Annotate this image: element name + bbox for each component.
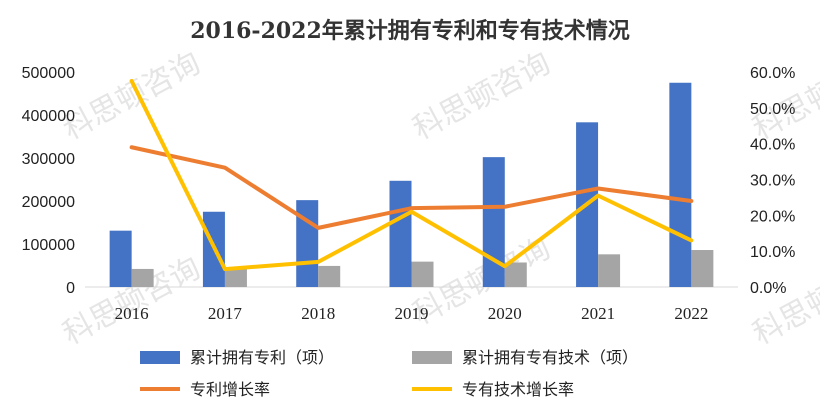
legend-label: 累计拥有专利（项） — [190, 348, 334, 367]
legend-swatch — [412, 351, 452, 364]
watermark-text: 科思顿咨询 — [407, 46, 556, 147]
y-right-tick-label: 30.0% — [750, 173, 795, 190]
legend-swatch — [140, 351, 180, 364]
y-left-tick-label: 200000 — [22, 194, 75, 211]
y-left-tick-label: 100000 — [22, 237, 75, 254]
y-axis-right: 0.0% 10.0% 20.0% 30.0% 40.0% 50.0% 60.0% — [750, 65, 795, 297]
chart-title: 2016-2022年累计拥有专利和专有技术情况 — [190, 18, 630, 44]
tech-bar — [318, 265, 341, 287]
tech-bar — [411, 261, 434, 287]
y-left-tick-label: 500000 — [22, 65, 75, 82]
x-tick-label: 2021 — [581, 304, 615, 323]
x-axis: 2016 2017 2018 2019 2020 2021 2022 — [115, 304, 709, 323]
y-right-tick-label: 40.0% — [750, 137, 795, 154]
y-left-tick-label: 0 — [66, 280, 75, 297]
tech-bar — [504, 262, 527, 287]
watermark-text: 科思顿咨询 — [747, 251, 820, 352]
legend: 累计拥有专利（项） 累计拥有专有技术（项） 专利增长率 专有技术增长率 — [140, 348, 638, 399]
y-right-tick-label: 10.0% — [750, 244, 795, 261]
patent-bar — [482, 157, 505, 287]
tech-bar — [598, 254, 621, 287]
legend-label: 专利增长率 — [190, 380, 270, 399]
y-axis-left: 0 100000 200000 300000 400000 500000 — [22, 65, 75, 297]
patent-bar — [389, 180, 412, 287]
watermark-text: 科思顿咨询 — [57, 46, 206, 147]
patent-bar — [109, 230, 132, 287]
line-series — [129, 78, 694, 272]
x-tick-label: 2018 — [301, 304, 335, 323]
x-tick-label: 2022 — [674, 304, 708, 323]
x-tick-label: 2017 — [208, 304, 243, 323]
legend-label: 专有技术增长率 — [462, 380, 574, 399]
y-right-tick-label: 0.0% — [750, 280, 786, 297]
tech-bar — [131, 268, 154, 287]
x-tick-label: 2016 — [115, 304, 149, 323]
watermark-text: 科思顿咨询 — [747, 46, 820, 147]
patent-bar — [669, 82, 692, 287]
patent-bar — [296, 200, 319, 287]
tech-bar — [224, 267, 247, 287]
x-tick-label: 2019 — [395, 304, 429, 323]
y-left-tick-label: 400000 — [22, 108, 75, 125]
legend-label: 累计拥有专有技术（项） — [462, 348, 638, 367]
watermark-text: 科思顿咨询 — [57, 251, 206, 352]
patent-growth-line — [129, 145, 694, 230]
y-left-tick-label: 300000 — [22, 151, 75, 168]
tech-bar — [691, 250, 714, 287]
y-right-tick-label: 60.0% — [750, 65, 795, 82]
y-right-tick-label: 50.0% — [750, 101, 795, 118]
x-tick-label: 2020 — [488, 304, 522, 323]
y-right-tick-label: 20.0% — [750, 208, 795, 225]
tech-growth-line — [129, 78, 694, 272]
